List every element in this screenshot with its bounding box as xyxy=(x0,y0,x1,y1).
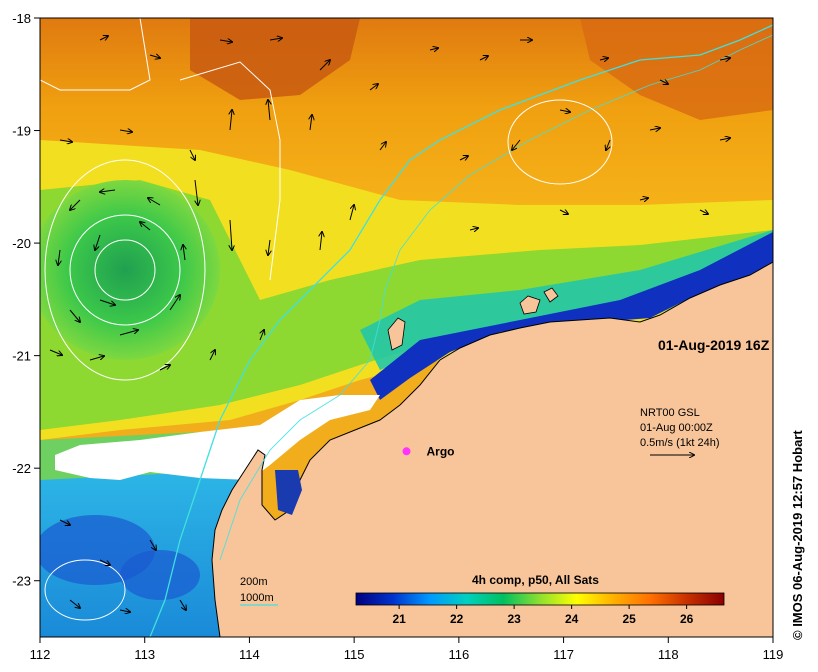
ssh-contour xyxy=(40,18,151,91)
argo-float-icon xyxy=(402,447,411,456)
sst-field xyxy=(40,18,773,637)
colorbar-tick-label: 26 xyxy=(680,612,694,626)
x-tick-label: 115 xyxy=(344,647,365,662)
cape-blue-gulf xyxy=(275,470,302,515)
x-tick-label: 117 xyxy=(553,647,574,662)
ssh-contour xyxy=(44,559,126,621)
isobath-1000m-label: 1000m xyxy=(240,592,274,604)
current-vectors xyxy=(49,36,730,612)
x-tick-label: 118 xyxy=(658,647,679,662)
warm-patch-east xyxy=(580,18,773,120)
timestamp-label: 01-Aug-2019 16Z xyxy=(658,337,770,353)
colorbar-title: 4h comp, p50, All Sats xyxy=(472,573,599,587)
x-tick-label: 119 xyxy=(763,647,784,662)
y-tick-label: -18 xyxy=(12,11,31,26)
isobaths xyxy=(40,18,773,637)
argo-label: Argo xyxy=(427,444,455,458)
isobath-200m-label: 200m xyxy=(240,576,268,588)
coastline xyxy=(211,261,773,637)
x-tick-label: 113 xyxy=(134,647,155,662)
ssh-contour xyxy=(179,61,281,281)
current-source-label: NRT00 GSL xyxy=(640,407,700,419)
colorbar-tick-label: 24 xyxy=(565,612,579,626)
y-tick-label: -20 xyxy=(12,236,31,251)
colorbar-tick-label: 21 xyxy=(392,612,406,626)
y-tick-label: -23 xyxy=(12,574,31,589)
credit-label: © IMOS 06-Aug-2019 12:57 Hobart xyxy=(790,430,805,640)
ssh-contour xyxy=(44,159,206,381)
y-tick-label: -19 xyxy=(12,124,31,139)
landmass xyxy=(212,262,773,637)
blue-coastal xyxy=(370,232,773,400)
colorbar xyxy=(355,592,725,606)
ssh-contour xyxy=(507,99,613,185)
colorbar-ticks: 21 22 23 24 25 26 xyxy=(392,605,694,626)
ssh-contour xyxy=(94,239,156,301)
barrow-island xyxy=(387,317,406,351)
isobath-1000m xyxy=(149,24,773,637)
y-tick-label: -22 xyxy=(12,461,31,476)
y-tick-label: -21 xyxy=(12,349,31,364)
colorbar-tick-label: 23 xyxy=(507,612,521,626)
y-axis: -18 -19 -20 -21 -22 -23 xyxy=(12,11,40,589)
dampier-islands xyxy=(519,295,541,315)
ssh-contour xyxy=(69,214,181,326)
x-tick-label: 116 xyxy=(448,647,469,662)
dampier-islands-2 xyxy=(543,287,559,303)
current-scale-label: 0.5m/s (1kt 24h) xyxy=(640,437,719,449)
x-axis: 112 113 114 115 116 117 118 119 xyxy=(30,637,784,662)
plot-frame xyxy=(39,17,774,638)
colorbar-tick-label: 22 xyxy=(450,612,464,626)
land xyxy=(211,261,773,637)
green-band xyxy=(40,180,773,430)
x-tick-label: 112 xyxy=(30,647,51,662)
cold-eddy xyxy=(40,180,220,360)
x-tick-label: 114 xyxy=(239,647,260,662)
cloud-gap xyxy=(55,395,380,480)
argo-marker: Argo xyxy=(402,444,455,458)
current-time-label: 01-Aug 00:00Z xyxy=(640,422,713,434)
colorbar-tick-label: 25 xyxy=(622,612,636,626)
